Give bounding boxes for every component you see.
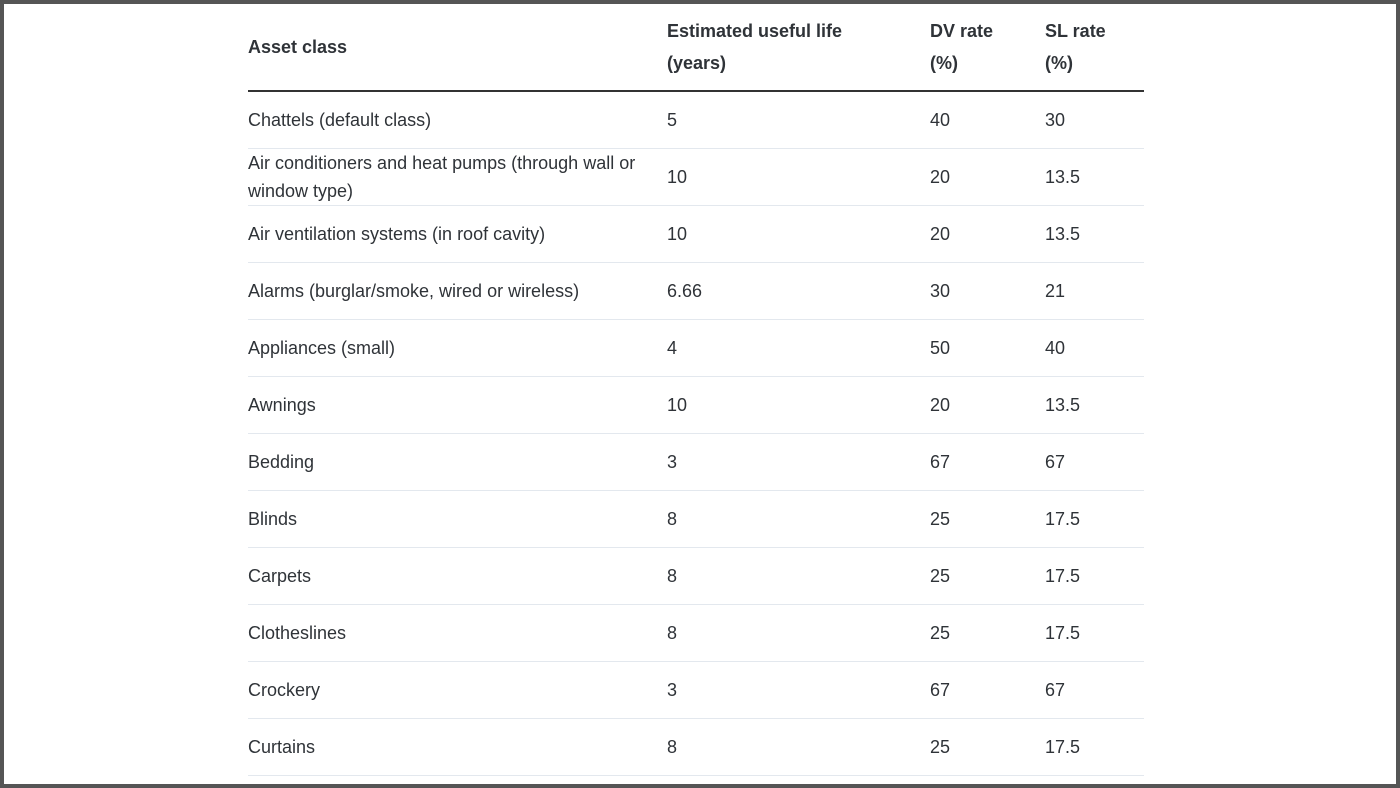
- table-cell: 25: [930, 604, 1045, 662]
- table-cell: 21: [1045, 262, 1144, 320]
- table-cell: 17.5: [1045, 604, 1144, 662]
- table-cell: Alarms (burglar/smoke, wired or wireless…: [248, 262, 667, 320]
- table-cell: 67: [1045, 433, 1144, 491]
- column-header: Estimated useful life (years): [667, 4, 930, 92]
- table-cell: 25: [930, 490, 1045, 548]
- table-row: Chattels (default class) 5 40 30: [248, 91, 1144, 149]
- table-cell: 10: [667, 376, 930, 434]
- table-cell: 17.5: [1045, 718, 1144, 776]
- table-cell: Awnings: [248, 376, 667, 434]
- table-cell: 40: [930, 91, 1045, 149]
- table-cell: Bedding: [248, 433, 667, 491]
- table-cell: 25: [930, 547, 1045, 605]
- table-row: Appliances (small) 4 50 40: [248, 319, 1144, 377]
- table-row: Awnings 10 20 13.5: [248, 376, 1144, 434]
- table-cell: 8: [667, 604, 930, 662]
- table-cell: 10: [667, 205, 930, 263]
- column-header: SL rate (%): [1045, 4, 1144, 92]
- table-cell: 10: [667, 148, 930, 206]
- table-cell: 20: [930, 376, 1045, 434]
- table-row: Carpets 8 25 17.5: [248, 547, 1144, 605]
- table-cell: 17.5: [1045, 547, 1144, 605]
- table-cell: 6.66: [667, 262, 930, 320]
- table-cell: 67: [930, 661, 1045, 719]
- table-cell: 8: [667, 547, 930, 605]
- header-row: Asset class Estimated useful life (years)…: [248, 4, 1144, 92]
- table-cell: 30: [930, 262, 1045, 320]
- table-cell: 4: [667, 319, 930, 377]
- table-cell: 50: [930, 319, 1045, 377]
- table-cell: 20: [930, 205, 1045, 263]
- table-cell: 3: [667, 433, 930, 491]
- table-row: Blinds 8 25 17.5: [248, 490, 1144, 548]
- table-row: Bedding 3 67 67: [248, 433, 1144, 491]
- table-cell: 13.5: [1045, 148, 1144, 206]
- column-header: DV rate (%): [930, 4, 1045, 92]
- table-cell: 67: [930, 433, 1045, 491]
- table-body: Chattels (default class) 5 40 30 Air conditi…: [248, 91, 1144, 776]
- table-cell: 8: [667, 490, 930, 548]
- table-cell: Air ventilation systems (in roof cavity): [248, 205, 667, 263]
- table-cell: 17.5: [1045, 490, 1144, 548]
- table-cell: Appliances (small): [248, 319, 667, 377]
- table-cell: Blinds: [248, 490, 667, 548]
- table-cell: 40: [1045, 319, 1144, 377]
- table-row: Air conditioners and heat pumps (through…: [248, 148, 1144, 206]
- table-cell: 67: [1045, 661, 1144, 719]
- table-row: Air ventilation systems (in roof cavity)…: [248, 205, 1144, 263]
- table-cell: Chattels (default class): [248, 91, 667, 149]
- table-cell: 13.5: [1045, 205, 1144, 263]
- column-header: Asset class: [248, 4, 667, 92]
- table-cell: 8: [667, 718, 930, 776]
- table-cell: Clotheslines: [248, 604, 667, 662]
- table-cell: 30: [1045, 91, 1144, 149]
- table-cell: 3: [667, 661, 930, 719]
- depreciation-table: Asset class Estimated useful life (years)…: [248, 4, 1144, 776]
- table-row: Alarms (burglar/smoke, wired or wireless…: [248, 262, 1144, 320]
- table-cell: 13.5: [1045, 376, 1144, 434]
- table-row: Clotheslines 8 25 17.5: [248, 604, 1144, 662]
- table-cell: 20: [930, 148, 1045, 206]
- table-cell: Air conditioners and heat pumps (through…: [248, 148, 667, 206]
- table-cell: Crockery: [248, 661, 667, 719]
- table-row: Curtains 8 25 17.5: [248, 718, 1144, 776]
- table-cell: Carpets: [248, 547, 667, 605]
- table-cell: 25: [930, 718, 1045, 776]
- table-cell: 5: [667, 91, 930, 149]
- table-row: Crockery 3 67 67: [248, 661, 1144, 719]
- table-cell: Curtains: [248, 718, 667, 776]
